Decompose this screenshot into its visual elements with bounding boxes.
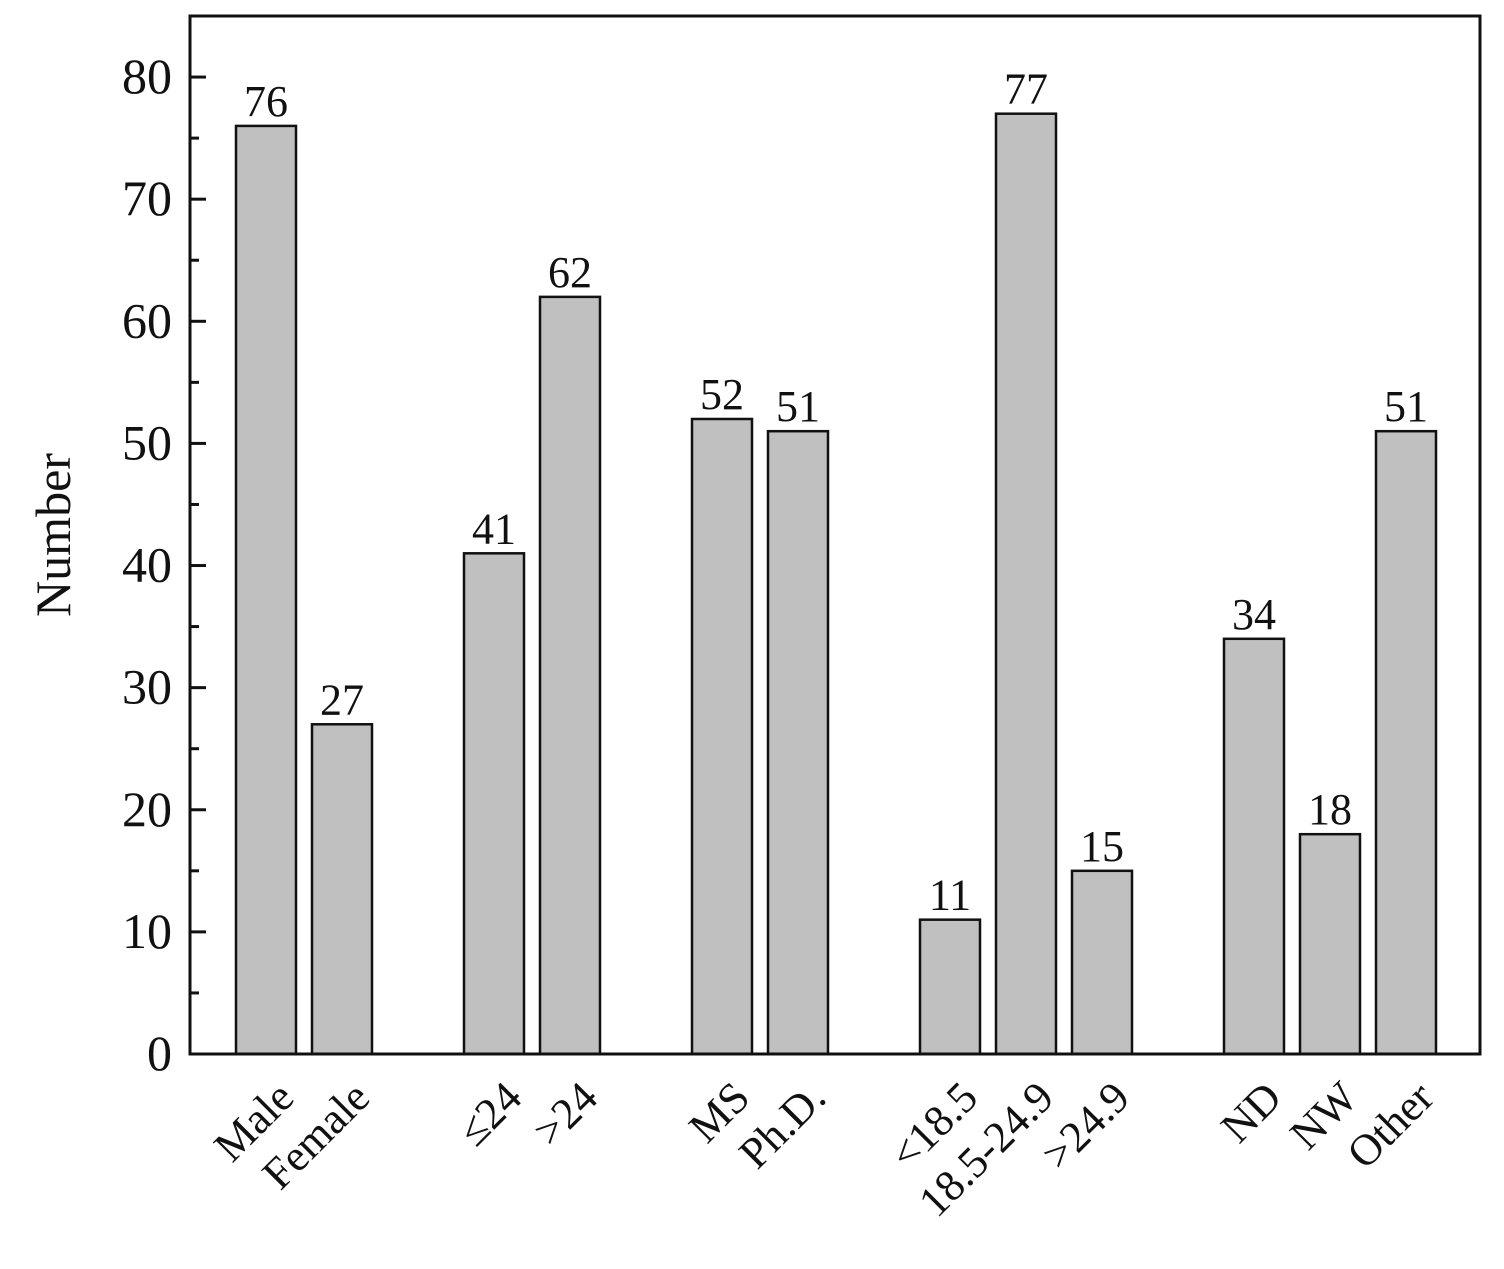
y-tick-label: 10: [122, 903, 172, 959]
y-tick-label: 50: [122, 414, 172, 470]
bar-1: [234, 124, 298, 1056]
bar-12: [1374, 429, 1438, 1056]
bar-value-label: 62: [548, 248, 592, 297]
bar-11: [1298, 832, 1362, 1056]
category-label: ≤24: [448, 1072, 531, 1155]
bar-2: [310, 723, 374, 1056]
category-label: ND: [1211, 1072, 1291, 1152]
category-label: >24.9: [1032, 1072, 1139, 1179]
y-tick-label: 60: [122, 292, 172, 348]
plot-frame: [188, 14, 1482, 1056]
bar-9: [1070, 869, 1134, 1056]
bar-value-label: 51: [1384, 382, 1428, 431]
bar-value-label: 18: [1308, 785, 1352, 834]
bar-value-label: 41: [472, 504, 516, 553]
bar-value-label: 11: [929, 871, 971, 920]
value-labels-layer: 76 27 41 62 52 51 11 77 15 34 18 51: [244, 65, 1428, 920]
bar-7: [918, 918, 982, 1056]
bar-10: [1222, 637, 1286, 1056]
bar-4: [538, 295, 602, 1056]
y-tick-label: 40: [122, 537, 172, 593]
y-tick-label: 0: [147, 1025, 172, 1081]
bar-value-label: 51: [776, 382, 820, 431]
y-axis-tick-labels: 0 10 20 30 40 50 60 70 80: [122, 48, 172, 1081]
category-label: Ph.D.: [730, 1072, 836, 1178]
bar-value-label: 15: [1080, 822, 1124, 871]
bar-value-label: 34: [1232, 590, 1276, 639]
category-label: >24: [524, 1072, 607, 1155]
y-axis-title: Number: [25, 453, 81, 617]
y-tick-label: 80: [122, 48, 172, 104]
y-tick-label: 70: [122, 170, 172, 226]
bar-8: [994, 112, 1058, 1056]
category-label: Other: [1338, 1072, 1444, 1178]
bar-5: [690, 417, 754, 1056]
bar-value-label: 77: [1004, 65, 1048, 114]
bar-value-label: 76: [244, 77, 288, 126]
y-tick-label: 30: [122, 659, 172, 715]
bars-layer: [234, 112, 1438, 1056]
bar-3: [462, 552, 526, 1056]
y-tick-label: 20: [122, 781, 172, 837]
bar-6: [766, 429, 830, 1056]
bar-value-label: 27: [320, 675, 364, 724]
bar-value-label: 52: [700, 370, 744, 419]
y-axis-ticks: [190, 75, 206, 1056]
